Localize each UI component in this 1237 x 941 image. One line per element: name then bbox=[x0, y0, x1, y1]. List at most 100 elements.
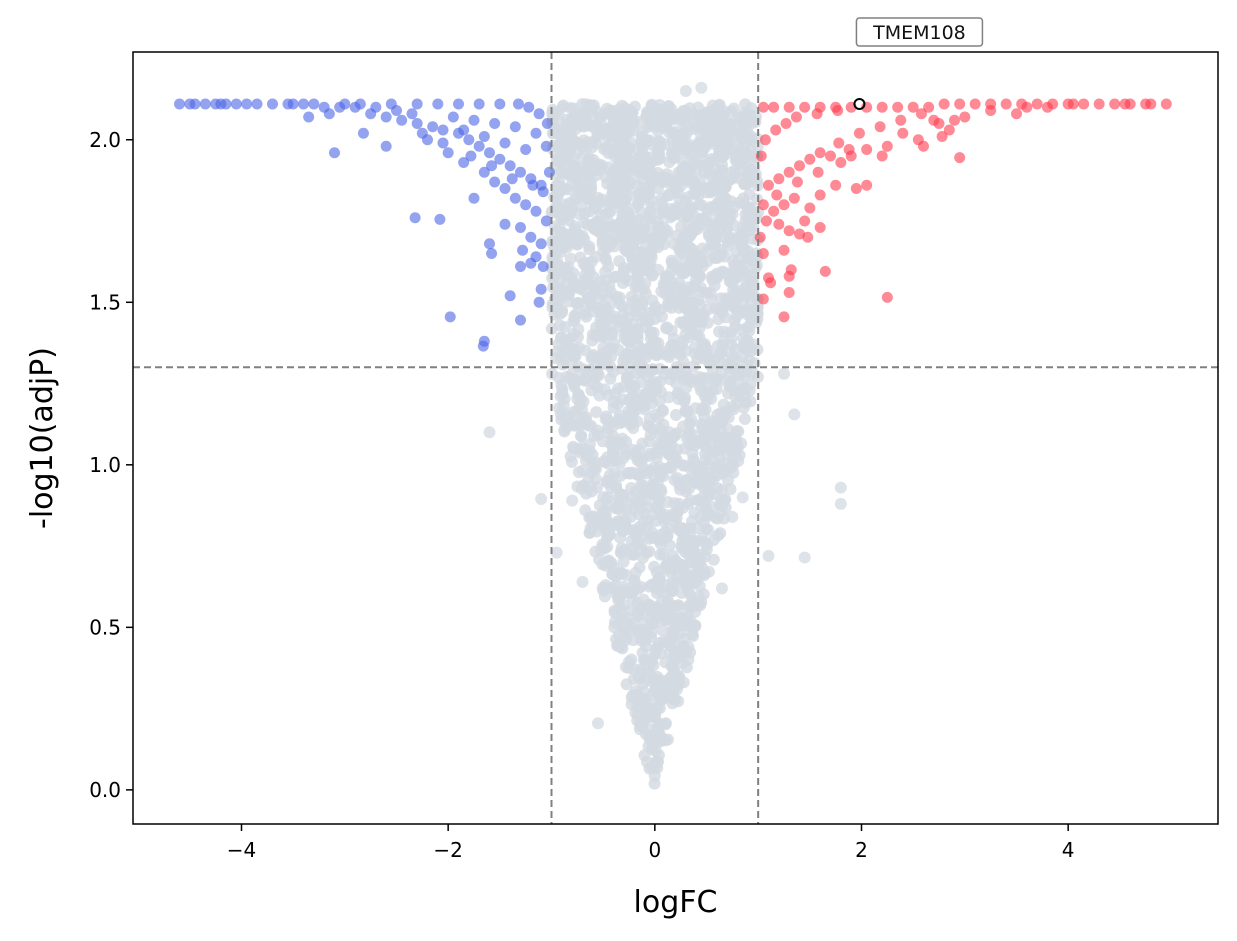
ns-point bbox=[629, 446, 642, 459]
down-point bbox=[473, 140, 485, 152]
ns-point bbox=[612, 639, 625, 652]
ns-point bbox=[632, 232, 645, 245]
up-point bbox=[1011, 108, 1022, 120]
ns-point bbox=[666, 625, 679, 638]
ns-point bbox=[726, 171, 739, 184]
ns-point bbox=[673, 242, 686, 255]
x-tick-label: 0 bbox=[648, 838, 661, 862]
ns-point bbox=[599, 559, 612, 572]
ns-point bbox=[575, 403, 588, 416]
ns-point bbox=[652, 749, 665, 762]
down-point bbox=[530, 205, 542, 217]
down-point bbox=[520, 199, 532, 211]
ns-point bbox=[762, 549, 775, 562]
ns-point bbox=[700, 186, 713, 199]
ns-point bbox=[687, 568, 700, 581]
down-point bbox=[486, 160, 498, 172]
ns-point bbox=[726, 401, 739, 414]
ns-point bbox=[705, 500, 718, 513]
up-point bbox=[1093, 98, 1105, 110]
up-point bbox=[938, 98, 950, 110]
plot-frame bbox=[132, 51, 1219, 825]
ns-point bbox=[736, 350, 749, 363]
ns-point bbox=[629, 404, 642, 417]
ns-point bbox=[695, 561, 708, 574]
ns-point bbox=[687, 599, 700, 612]
ns-point bbox=[745, 314, 758, 327]
ns-point bbox=[700, 343, 713, 356]
ns-point bbox=[679, 85, 692, 98]
down-point bbox=[354, 98, 366, 110]
ns-point bbox=[778, 367, 790, 380]
up-point bbox=[1160, 98, 1172, 110]
down-point bbox=[499, 183, 511, 195]
ns-point bbox=[715, 111, 728, 124]
ns-point bbox=[713, 98, 726, 111]
ns-point bbox=[665, 439, 678, 452]
ns-point bbox=[566, 178, 579, 191]
down-point bbox=[478, 131, 490, 143]
axis-ticks: −4 −2 0 2 4 0.0 0.5 1.0 1.5 2.0 bbox=[89, 128, 1074, 862]
ns-point bbox=[586, 334, 599, 347]
ns-point bbox=[620, 230, 633, 243]
up-point bbox=[881, 291, 893, 303]
ns-point bbox=[689, 535, 702, 548]
up-point bbox=[954, 152, 966, 164]
ns-point bbox=[559, 265, 572, 278]
ns-point bbox=[677, 420, 690, 433]
ns-point bbox=[834, 481, 847, 494]
ns-point bbox=[632, 272, 645, 285]
ns-point bbox=[572, 388, 585, 401]
up-point bbox=[783, 270, 795, 282]
ns-point bbox=[648, 769, 661, 782]
ns-point bbox=[587, 305, 600, 318]
ns-point bbox=[685, 427, 698, 440]
up-point bbox=[861, 144, 873, 156]
ns-point bbox=[619, 244, 632, 257]
ns-point bbox=[738, 396, 751, 409]
ns-point bbox=[740, 136, 753, 149]
ns-point bbox=[681, 405, 694, 418]
ns-point bbox=[689, 619, 702, 632]
threshold-lines bbox=[133, 52, 1218, 824]
ns-point bbox=[627, 491, 640, 504]
ns-point bbox=[612, 492, 625, 505]
ns-point bbox=[636, 479, 649, 492]
ns-point bbox=[564, 372, 577, 385]
down-point bbox=[515, 314, 526, 326]
ns-point bbox=[601, 476, 614, 489]
ns-point bbox=[557, 358, 570, 371]
ns-point bbox=[660, 171, 673, 184]
ns-point bbox=[556, 136, 569, 149]
up-point bbox=[770, 124, 782, 136]
up-point bbox=[830, 179, 842, 191]
down-point bbox=[251, 98, 263, 110]
down-point bbox=[411, 118, 423, 130]
ns-point bbox=[654, 470, 667, 483]
up-point bbox=[778, 244, 790, 256]
ns-point bbox=[558, 392, 571, 405]
down-point bbox=[416, 127, 428, 139]
ns-point bbox=[668, 510, 681, 523]
ns-point bbox=[641, 618, 654, 631]
ns-point bbox=[716, 582, 728, 595]
down-point bbox=[434, 213, 446, 225]
up-point bbox=[778, 311, 790, 323]
ns-point bbox=[724, 380, 737, 393]
ns-point bbox=[614, 164, 627, 177]
down-point bbox=[494, 98, 506, 110]
ns-point bbox=[731, 260, 744, 273]
ns-point bbox=[645, 194, 658, 207]
ns-point bbox=[568, 113, 581, 126]
ns-point bbox=[645, 526, 658, 539]
up-point bbox=[881, 140, 893, 152]
ns-point bbox=[549, 261, 562, 274]
down-point bbox=[543, 166, 555, 178]
ns-point bbox=[699, 481, 712, 494]
up-point bbox=[814, 147, 826, 159]
down-point bbox=[453, 98, 464, 110]
up-point bbox=[969, 98, 981, 110]
down-point bbox=[465, 150, 477, 162]
up-point bbox=[771, 189, 783, 201]
ns-point bbox=[624, 213, 637, 226]
